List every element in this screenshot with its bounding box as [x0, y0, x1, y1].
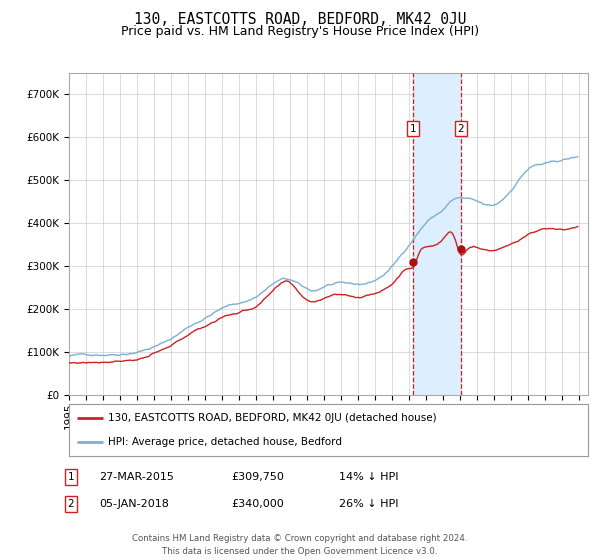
- Text: 130, EASTCOTTS ROAD, BEDFORD, MK42 0JU (detached house): 130, EASTCOTTS ROAD, BEDFORD, MK42 0JU (…: [108, 413, 437, 423]
- Text: 1: 1: [410, 124, 416, 134]
- Text: 27-MAR-2015: 27-MAR-2015: [99, 472, 174, 482]
- Text: 2: 2: [67, 499, 74, 509]
- Text: 1: 1: [67, 472, 74, 482]
- Text: 2: 2: [457, 124, 464, 134]
- Text: 26% ↓ HPI: 26% ↓ HPI: [339, 499, 398, 509]
- Text: £309,750: £309,750: [231, 472, 284, 482]
- Text: £340,000: £340,000: [231, 499, 284, 509]
- Bar: [413, 73, 461, 395]
- Text: HPI: Average price, detached house, Bedford: HPI: Average price, detached house, Bedf…: [108, 437, 342, 447]
- Text: Price paid vs. HM Land Registry's House Price Index (HPI): Price paid vs. HM Land Registry's House …: [121, 25, 479, 38]
- Text: 14% ↓ HPI: 14% ↓ HPI: [339, 472, 398, 482]
- Text: 130, EASTCOTTS ROAD, BEDFORD, MK42 0JU: 130, EASTCOTTS ROAD, BEDFORD, MK42 0JU: [134, 12, 466, 27]
- Text: Contains HM Land Registry data © Crown copyright and database right 2024.
This d: Contains HM Land Registry data © Crown c…: [132, 534, 468, 556]
- Text: 05-JAN-2018: 05-JAN-2018: [99, 499, 169, 509]
